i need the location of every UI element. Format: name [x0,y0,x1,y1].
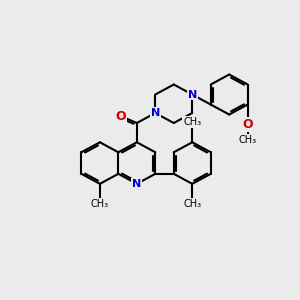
Text: CH₃: CH₃ [183,117,201,127]
Text: CH₃: CH₃ [238,135,257,145]
Text: N: N [188,89,197,100]
Text: CH₃: CH₃ [91,199,109,209]
Text: N: N [132,179,141,189]
Text: O: O [115,110,126,123]
Text: N: N [151,108,160,118]
Text: O: O [242,118,253,131]
Text: CH₃: CH₃ [183,199,201,209]
